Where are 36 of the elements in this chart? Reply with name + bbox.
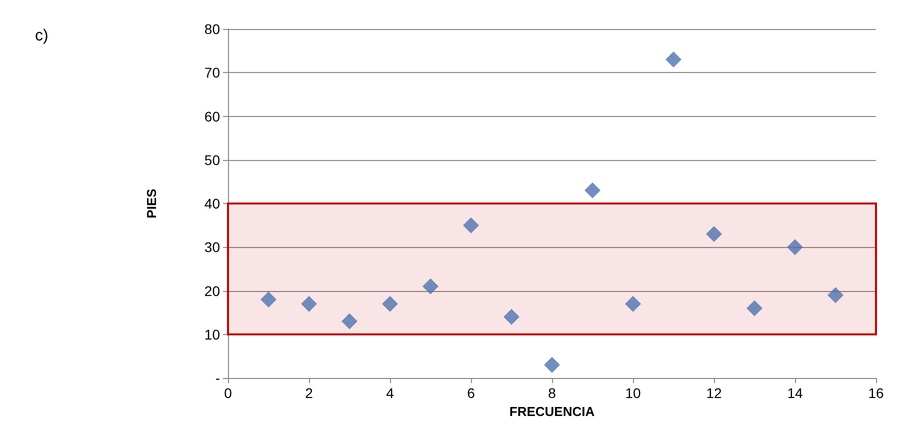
point (342, 313, 358, 330)
point (828, 287, 844, 304)
x-tick-label: 2 (305, 385, 314, 401)
x-tick-label: 14 (787, 385, 803, 401)
point (301, 296, 317, 312)
y-tick-label: - (215, 370, 220, 386)
point (666, 52, 682, 68)
text: c) (35, 28, 48, 44)
y-tick-label: 50 (204, 152, 220, 168)
point (463, 217, 479, 234)
point (422, 278, 438, 294)
point (584, 182, 600, 198)
point (706, 226, 722, 242)
y-axis-title: PIES (144, 188, 159, 218)
point (544, 356, 560, 373)
point (746, 300, 762, 316)
point (382, 296, 398, 312)
point (625, 296, 641, 312)
x-tick-label: 4 (386, 385, 394, 401)
y-tick-label: 20 (204, 282, 220, 299)
y-tick-label: 70 (204, 64, 220, 81)
x-axis-title: FRECUENCIA (509, 404, 596, 419)
x-tick-label: 12 (706, 385, 722, 401)
point (504, 308, 520, 325)
x-tick-label: 8 (548, 385, 556, 401)
x-tick-label: 16 (868, 385, 884, 401)
x-tick-label: 10 (625, 385, 641, 401)
y-tick-label: 30 (204, 239, 220, 256)
y-tick-label: 10 (204, 326, 220, 342)
y-tick-label: 80 (204, 21, 220, 37)
point (260, 291, 276, 308)
x-tick-label: 0 (224, 385, 232, 401)
y-tick-label: 60 (204, 108, 220, 124)
x-tick-label: 6 (467, 385, 476, 401)
point (787, 239, 803, 256)
y-tick-label: 40 (204, 196, 220, 212)
